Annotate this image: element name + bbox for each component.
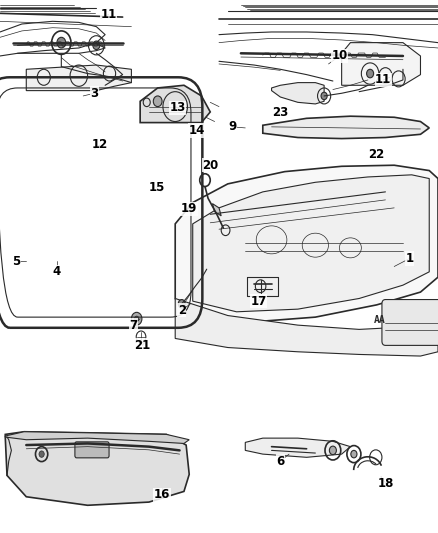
Text: 22: 22	[367, 148, 384, 161]
Circle shape	[131, 312, 142, 325]
Polygon shape	[140, 85, 210, 123]
Text: 3: 3	[90, 87, 98, 100]
Circle shape	[153, 96, 162, 107]
Circle shape	[134, 316, 139, 321]
Polygon shape	[26, 65, 131, 91]
Text: 11: 11	[375, 74, 392, 86]
Polygon shape	[342, 43, 420, 85]
Text: 2: 2	[178, 304, 186, 317]
Text: 10: 10	[331, 50, 348, 62]
Polygon shape	[245, 438, 350, 457]
Text: 23: 23	[272, 107, 289, 119]
Text: 20: 20	[202, 159, 219, 172]
Text: 13: 13	[169, 101, 186, 114]
Polygon shape	[175, 165, 438, 322]
FancyBboxPatch shape	[75, 442, 109, 458]
Text: 7: 7	[130, 319, 138, 332]
Text: 1: 1	[406, 252, 413, 265]
Text: 18: 18	[378, 478, 395, 490]
Text: 17: 17	[250, 295, 267, 308]
Polygon shape	[175, 298, 438, 356]
Circle shape	[367, 69, 374, 78]
Text: 6: 6	[276, 455, 284, 467]
Text: AA: AA	[374, 315, 385, 325]
FancyBboxPatch shape	[382, 300, 438, 345]
Text: 5: 5	[13, 255, 21, 268]
Circle shape	[178, 300, 185, 308]
Polygon shape	[263, 116, 429, 139]
Text: 12: 12	[92, 139, 108, 151]
Text: 16: 16	[154, 488, 170, 501]
Circle shape	[399, 52, 407, 62]
Text: 21: 21	[134, 339, 151, 352]
Text: 9: 9	[228, 120, 236, 133]
Circle shape	[39, 451, 44, 457]
Circle shape	[351, 450, 357, 458]
Text: 4: 4	[53, 265, 61, 278]
Text: 14: 14	[189, 124, 205, 137]
Polygon shape	[5, 432, 189, 505]
Circle shape	[93, 41, 100, 50]
Text: 19: 19	[181, 203, 198, 215]
Text: 11: 11	[100, 8, 117, 21]
Polygon shape	[272, 83, 324, 104]
Text: 15: 15	[148, 181, 165, 194]
Circle shape	[329, 446, 336, 455]
Polygon shape	[5, 432, 189, 443]
Polygon shape	[212, 204, 221, 216]
Circle shape	[57, 37, 66, 48]
Circle shape	[321, 92, 327, 100]
Polygon shape	[193, 175, 429, 312]
